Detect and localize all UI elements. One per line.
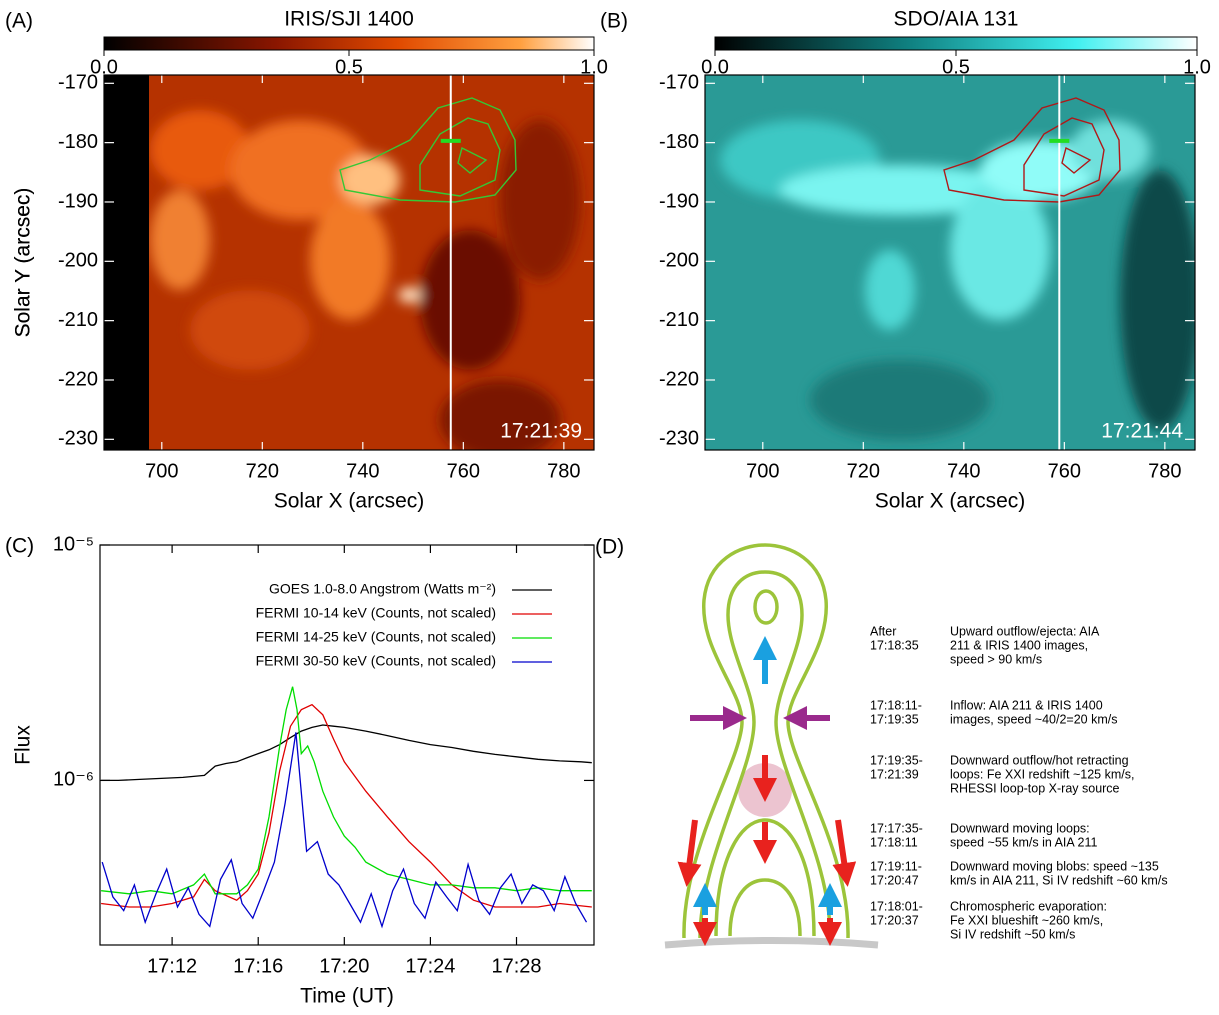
x-axis-label: Solar X (arcsec) <box>274 490 425 513</box>
x-tick-label: 17:16 <box>233 955 283 977</box>
y-tick-label: -170 <box>659 72 699 94</box>
legend-label: FERMI 30-50 keV (Counts, not scaled) <box>256 653 496 669</box>
colorbar-a <box>103 36 595 51</box>
diagram-note: speed > 90 km/s <box>950 652 1042 666</box>
legend-label: FERMI 10-14 keV (Counts, not scaled) <box>256 605 496 621</box>
plot-frame <box>704 74 1196 451</box>
diagram-time: 17:18:35 <box>870 638 919 652</box>
contours-b <box>943 97 1121 203</box>
panel-label: (A) <box>5 10 33 33</box>
y-axis-label: Solar Y (arcsec) <box>12 188 35 338</box>
x-axis-label: Solar X (arcsec) <box>875 490 1026 513</box>
reconnection-diagram <box>664 543 879 949</box>
y-tick-label: -210 <box>659 309 699 331</box>
x-tick-label: 720 <box>847 460 880 482</box>
colorbar-tick-label: 0.5 <box>942 56 970 78</box>
x-tick-label: 17:12 <box>147 955 197 977</box>
diagram-time: 17:20:37 <box>870 913 919 927</box>
colorbar-tick-label: 0.5 <box>335 56 363 78</box>
y-tick-label: 10⁻⁵ <box>53 533 94 555</box>
diagram-time: 17:18:01- <box>870 899 923 913</box>
colorbar-tick-label: 0.0 <box>90 56 118 78</box>
y-axis-label: Solar Y (arcsec) <box>12 188 35 338</box>
diagram-time: 17:21:39 <box>870 767 919 781</box>
y-tick-label: -180 <box>58 131 98 153</box>
y-tick-label: -210 <box>58 309 98 331</box>
series-line <box>101 724 592 782</box>
plot-frame <box>99 544 595 946</box>
image-b <box>705 75 1195 450</box>
diagram-note: speed ~55 km/s in AIA 211 <box>950 835 1097 849</box>
colorbar-tick-label: 0.0 <box>701 56 729 78</box>
panel-title: SDO/AIA 131 <box>894 8 1019 31</box>
colorbar-b <box>714 36 1198 51</box>
y-tick-label: -190 <box>58 190 98 212</box>
diagram-note: Downward moving loops: <box>950 821 1090 835</box>
series-line <box>101 732 588 929</box>
diagram-note: km/s in AIA 211, Si IV redshift ~60 km/s <box>950 873 1168 887</box>
x-tick-label: 780 <box>547 460 580 482</box>
y-tick-label: -190 <box>659 190 699 212</box>
y-tick-label: -200 <box>58 250 98 272</box>
panel-label: (C) <box>5 535 34 558</box>
x-tick-label: 700 <box>746 460 779 482</box>
diagram-time: 17:19:11- <box>870 859 922 873</box>
timestamp: 17:21:44 <box>1101 420 1183 443</box>
y-tick-label: -220 <box>659 368 699 390</box>
diagram-note: loops: Fe XXI redshift ~125 km/s, <box>950 767 1134 781</box>
diagram-time: After <box>870 624 896 638</box>
image-a <box>104 75 594 450</box>
x-tick-label: 17:20 <box>319 955 369 977</box>
timestamp: 17:21:39 <box>500 420 582 443</box>
x-tick-label: 780 <box>1148 460 1181 482</box>
colorbar-tick-label: 1.0 <box>580 56 608 78</box>
x-tick-label: 720 <box>246 460 279 482</box>
diagram-time: 17:19:35 <box>870 712 919 726</box>
diagram-note: Downward outflow/hot retracting <box>950 753 1129 767</box>
y-tick-label: -230 <box>58 428 98 450</box>
diagram-time: 17:18:11- <box>870 698 922 712</box>
panel-label: (B) <box>600 10 628 33</box>
diagram-time: 17:18:11 <box>870 835 918 849</box>
diagram-note: RHESSI loop-top X-ray source <box>950 781 1120 795</box>
colorbar-tick-label: 1.0 <box>1183 56 1211 78</box>
x-tick-label: 17:28 <box>491 955 541 977</box>
x-tick-label: 760 <box>1048 460 1081 482</box>
diagram-time: 17:19:35- <box>870 753 923 767</box>
x-tick-label: 700 <box>145 460 178 482</box>
x-tick-label: 740 <box>947 460 980 482</box>
legend-label: GOES 1.0-8.0 Angstrom (Watts m⁻²) <box>269 581 496 597</box>
plot-frame <box>103 74 595 451</box>
y-tick-label: -170 <box>58 72 98 94</box>
diagram-note: images, speed ~40/2=20 km/s <box>950 712 1117 726</box>
series-line <box>101 703 592 908</box>
x-axis-label: Time (UT) <box>300 985 394 1008</box>
diagram-note: 211 & IRIS 1400 images, <box>950 638 1088 652</box>
panel-title: IRIS/SJI 1400 <box>284 8 414 31</box>
x-tick-label: 740 <box>346 460 379 482</box>
diagram-note: Upward outflow/ejecta: AIA <box>950 624 1100 638</box>
y-tick-label: -180 <box>659 131 699 153</box>
diagram-time: 17:20:47 <box>870 873 919 887</box>
diagram-time: 17:17:35- <box>870 821 923 835</box>
legend-label: FERMI 14-25 keV (Counts, not scaled) <box>256 629 496 645</box>
diagram-note: Chromospheric evaporation: <box>950 899 1107 913</box>
contours-a <box>339 97 517 203</box>
x-tick-label: 760 <box>447 460 480 482</box>
diagram-note: Inflow: AIA 211 & IRIS 1400 <box>950 698 1103 712</box>
y-tick-label: -200 <box>659 250 699 272</box>
y-axis-label: Flux <box>12 725 35 765</box>
plot-area <box>101 686 592 929</box>
panel-label: (D) <box>595 536 624 559</box>
y-tick-label: 10⁻⁶ <box>53 769 94 791</box>
diagram-note: Downward moving blobs: speed ~135 <box>950 859 1159 873</box>
y-tick-label: -230 <box>659 428 699 450</box>
diagram-note: Si IV redshift ~50 km/s <box>950 927 1075 941</box>
diagram-note: Fe XXI blueshift ~260 km/s, <box>950 913 1103 927</box>
series-line <box>101 686 592 895</box>
x-tick-label: 17:24 <box>405 955 455 977</box>
y-tick-label: -220 <box>58 368 98 390</box>
